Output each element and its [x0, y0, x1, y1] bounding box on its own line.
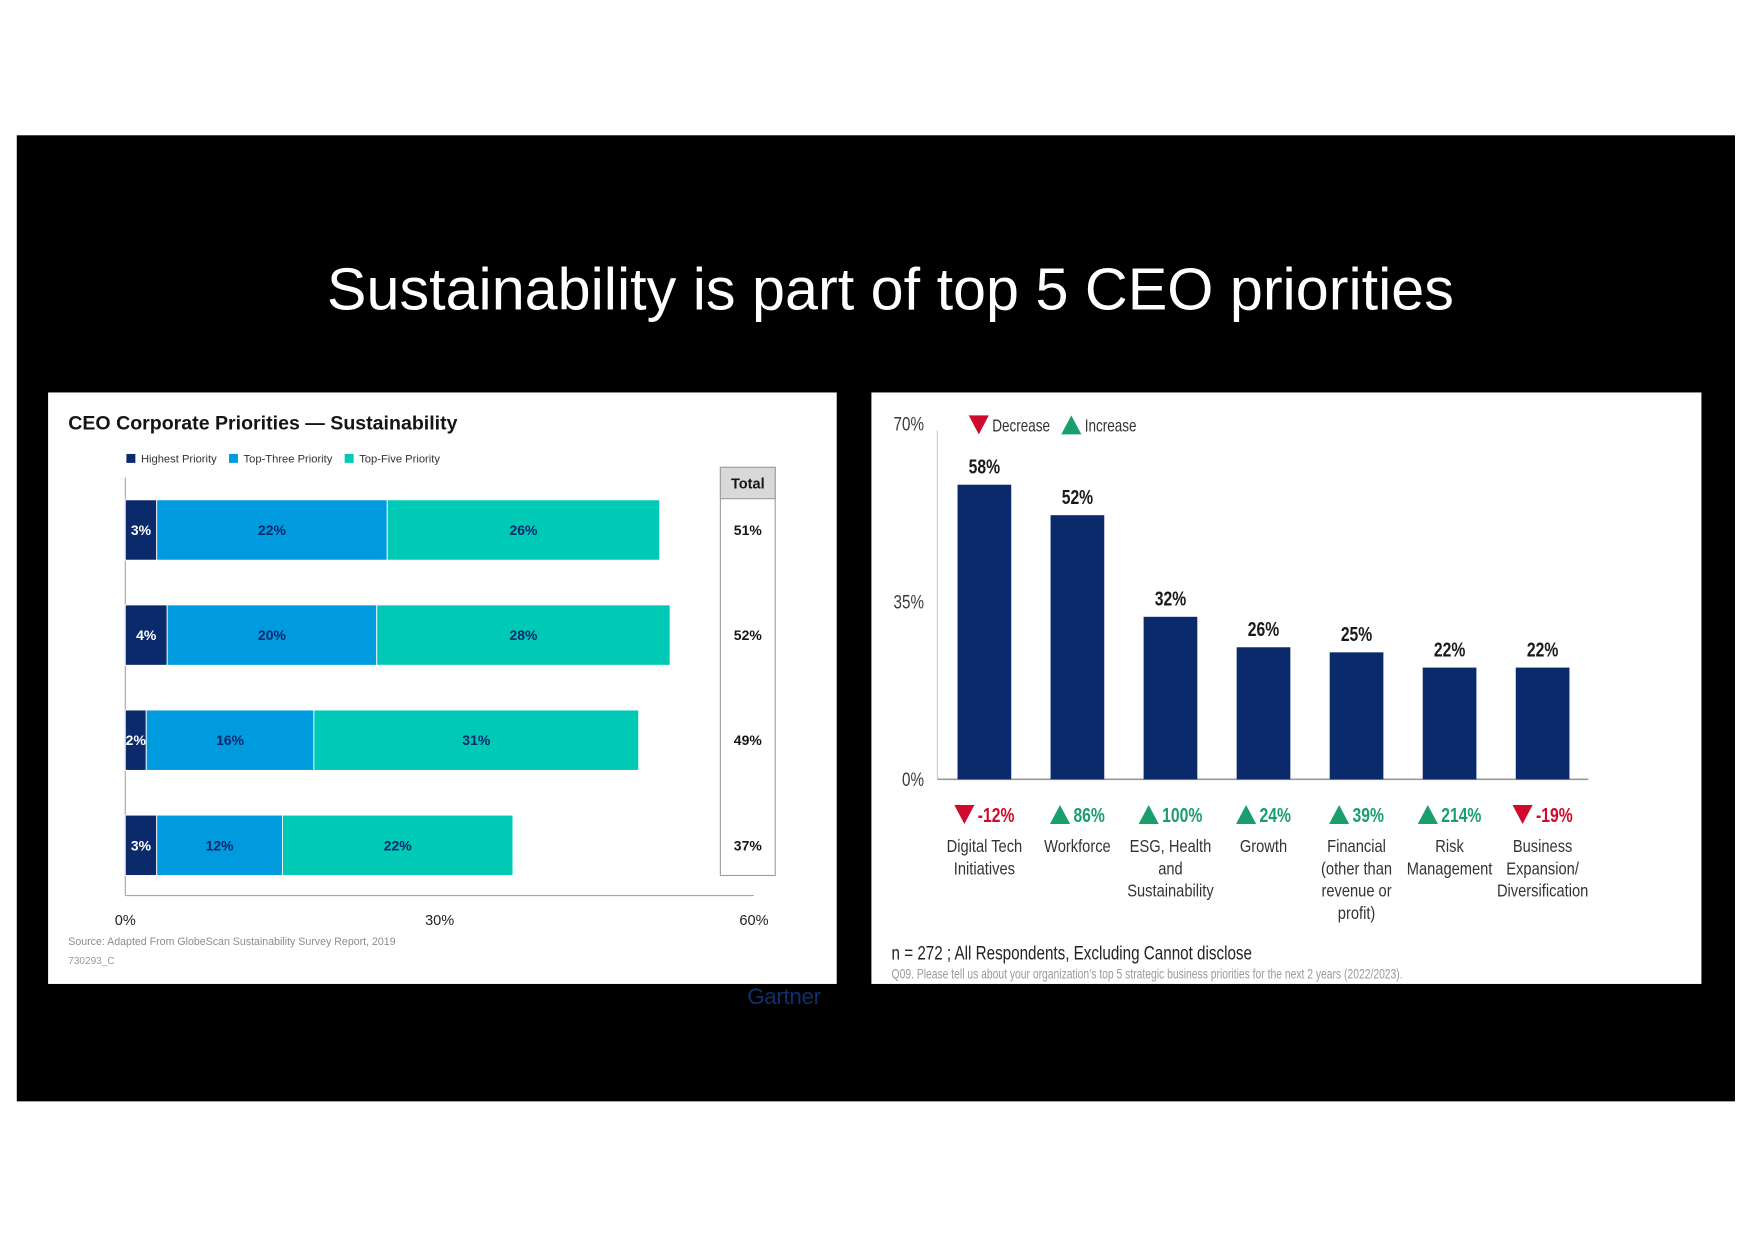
value-label: 26%	[1248, 618, 1279, 640]
bar-segment	[145, 709, 315, 771]
category-label: Diversification	[1497, 881, 1588, 901]
value-label: 25%	[1341, 623, 1372, 645]
category-label: Management	[1407, 859, 1493, 879]
strategic-priorities-chart: 0% 35% 70% Decrease Increase 58% -12% Digital T…	[892, 413, 1589, 982]
segment-label: 3%	[131, 837, 152, 853]
value-label: 22%	[1527, 639, 1558, 661]
ceo-priorities-chart: CEO Corporate Priorities — Sustainabilit…	[68, 412, 776, 967]
segment-label: 3%	[131, 522, 152, 538]
bar-segment	[386, 499, 661, 561]
gartner-logo: Gartner	[747, 985, 821, 1010]
bar	[957, 484, 1012, 780]
change-label: 100%	[1162, 804, 1202, 826]
category-label: ESG, Health	[1130, 837, 1212, 857]
change-label: 39%	[1353, 804, 1384, 826]
x-tick-label: 60%	[739, 913, 768, 929]
category-label: revenue or	[1321, 881, 1392, 901]
category-label: Business	[1513, 837, 1573, 857]
segment-label: 16%	[216, 732, 245, 748]
bar-segment	[124, 499, 158, 561]
legend-swatch	[126, 453, 136, 463]
bar-segment	[124, 814, 158, 876]
legend-label: Decrease	[992, 417, 1050, 436]
category-label: Initiatives	[954, 859, 1015, 879]
value-label: 32%	[1155, 588, 1186, 610]
value-label: 22%	[1434, 639, 1465, 661]
category-label: profit)	[1338, 904, 1376, 924]
change-label: 214%	[1441, 804, 1481, 826]
question-note: Q09. Please tell us about your organizat…	[892, 966, 1403, 982]
category-label: Sustainability	[1127, 881, 1214, 901]
totals-header-cell	[719, 466, 776, 500]
decrease-triangle-icon	[1512, 805, 1533, 825]
segment-label: 2%	[126, 732, 147, 748]
legend-label: Top-Three Priority	[244, 453, 333, 465]
segment-label: 12%	[206, 837, 235, 853]
category-label: (other than	[1321, 859, 1392, 879]
increase-triangle-icon	[1236, 805, 1257, 825]
change-label: 24%	[1260, 804, 1291, 826]
category-label: Digital Tech	[947, 837, 1023, 857]
x-tick-label: 30%	[425, 913, 454, 929]
increase-triangle-icon	[1417, 805, 1438, 825]
totals-header: Total	[731, 477, 765, 493]
decrease-triangle-icon	[968, 415, 989, 435]
change-label: -12%	[978, 804, 1015, 826]
y-tick-label: 70%	[894, 413, 924, 435]
category-label: Expansion/	[1506, 859, 1579, 879]
segment-label: 28%	[509, 627, 538, 643]
sample-note: n = 272 ; All Respondents, Excluding Can…	[892, 942, 1252, 964]
bar	[1422, 667, 1477, 780]
change-label: -19%	[1536, 804, 1573, 826]
increase-triangle-icon	[1138, 805, 1159, 825]
ceo-priorities-chart-panel: CEO Corporate Priorities — Sustainabilit…	[48, 392, 837, 984]
segment-label: 22%	[384, 837, 413, 853]
category-label: and	[1158, 859, 1182, 879]
y-tick-label: 0%	[902, 768, 924, 790]
bar-segment	[156, 499, 388, 561]
decrease-triangle-icon	[954, 805, 975, 825]
legend-swatch	[344, 453, 354, 463]
bar	[1143, 616, 1198, 780]
segment-label: 4%	[136, 627, 157, 643]
total-value: 37%	[734, 837, 763, 853]
slide-title: Sustainability is part of top 5 CEO prio…	[326, 257, 1454, 324]
figure-code: 730293_C	[68, 956, 114, 967]
increase-triangle-icon	[1061, 415, 1082, 435]
segment-label: 20%	[258, 627, 287, 643]
legend-label: Increase	[1085, 417, 1137, 436]
category-label: Financial	[1327, 837, 1386, 857]
legend-label: Highest Priority	[141, 453, 217, 465]
bar	[1515, 667, 1570, 780]
total-value: 49%	[734, 732, 763, 748]
category-label: Growth	[1240, 837, 1287, 857]
value-label: 58%	[969, 456, 1000, 478]
segment-label: 31%	[462, 732, 491, 748]
x-tick-label: 0%	[115, 913, 136, 929]
bar	[1329, 652, 1384, 780]
y-tick-label: 35%	[894, 591, 924, 613]
total-value: 52%	[734, 627, 763, 643]
bar-segment	[282, 814, 514, 876]
value-label: 52%	[1062, 486, 1093, 508]
bar	[1050, 515, 1105, 780]
bar-segment	[166, 604, 378, 666]
bar-segment	[376, 604, 671, 666]
source-note: Source: Adapted From GlobeScan Sustainab…	[68, 936, 395, 948]
chart-title: CEO Corporate Priorities — Sustainabilit…	[68, 412, 457, 434]
strategic-priorities-chart-panel: 0% 35% 70% Decrease Increase 58% -12% Digital T…	[871, 392, 1702, 984]
bar	[1236, 647, 1291, 780]
category-label: Risk	[1435, 837, 1464, 857]
total-value: 51%	[734, 522, 763, 538]
bar-segment	[313, 709, 640, 771]
increase-triangle-icon	[1049, 805, 1071, 825]
segment-label: 22%	[258, 522, 287, 538]
legend-swatch	[229, 453, 238, 463]
change-label: 86%	[1073, 804, 1104, 826]
increase-triangle-icon	[1329, 805, 1350, 825]
segment-label: 26%	[509, 522, 538, 538]
category-label: Workforce	[1044, 837, 1111, 857]
legend-label: Top-Five Priority	[359, 453, 440, 465]
